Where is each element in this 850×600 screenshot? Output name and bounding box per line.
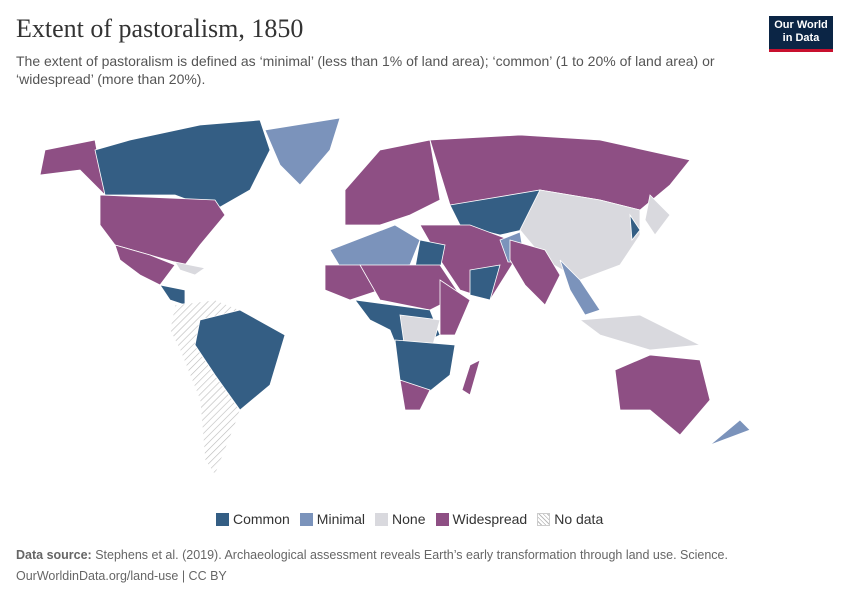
subtitle: The extent of pastoralism is defined as … xyxy=(16,53,715,87)
region xyxy=(344,139,441,226)
source-text: Stephens et al. (2019). Archaeological a… xyxy=(95,548,728,562)
region xyxy=(39,139,106,197)
region xyxy=(614,354,711,436)
region xyxy=(559,259,601,316)
logo-line: Our World xyxy=(774,19,828,31)
region xyxy=(461,359,481,396)
region xyxy=(709,419,751,446)
legend-item[interactable]: None xyxy=(375,511,426,527)
region xyxy=(174,261,206,276)
region xyxy=(578,314,702,351)
url-line[interactable]: OurWorldinData.org/land-use | CC BY xyxy=(16,569,227,583)
legend-label: None xyxy=(392,511,426,527)
region xyxy=(439,279,471,336)
region xyxy=(394,339,456,396)
legend-label: No data xyxy=(554,511,604,527)
title: Extent of pastoralism, 1850 xyxy=(16,14,304,43)
region xyxy=(264,117,341,186)
source: Data source: Stephens et al. (2019). Arc… xyxy=(16,548,728,562)
region xyxy=(519,189,641,281)
legend-swatch xyxy=(537,512,551,526)
legend: Common Minimal None Widespread No data xyxy=(216,511,603,527)
legend-item[interactable]: Minimal xyxy=(299,511,366,527)
logo-line: in Data xyxy=(782,32,820,44)
region xyxy=(509,239,561,306)
legend-label: Widespread xyxy=(452,511,528,527)
legend-swatch xyxy=(435,512,449,526)
region xyxy=(94,119,271,211)
logo[interactable]: Our World in Data xyxy=(769,16,833,52)
legend-item[interactable]: No data xyxy=(537,511,603,527)
legend-item[interactable]: Common xyxy=(216,511,290,527)
legend-label: Common xyxy=(233,511,290,527)
legend-item[interactable]: Widespread xyxy=(435,511,528,527)
region xyxy=(644,194,671,236)
source-label: Data source: xyxy=(16,548,92,562)
region xyxy=(469,264,501,301)
legend-swatch xyxy=(216,512,229,526)
region xyxy=(629,213,641,242)
region xyxy=(194,309,286,411)
legend-swatch xyxy=(375,512,389,526)
world-map xyxy=(39,117,751,476)
legend-label: Minimal xyxy=(316,511,366,527)
legend-swatch xyxy=(299,512,313,526)
region xyxy=(399,379,431,411)
region xyxy=(159,284,186,306)
